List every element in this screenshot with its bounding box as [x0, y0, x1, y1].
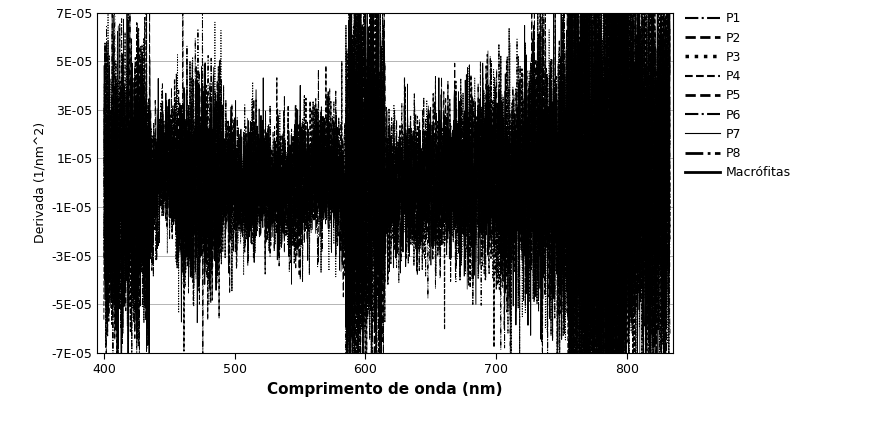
Legend: P1, P2, P3, P4, P5, P6, P7, P8, Macrófitas: P1, P2, P3, P4, P5, P6, P7, P8, Macrófit…	[685, 12, 791, 179]
X-axis label: Comprimento de onda (nm): Comprimento de onda (nm)	[267, 381, 503, 396]
Y-axis label: Derivada (1/nm^2): Derivada (1/nm^2)	[33, 122, 46, 243]
